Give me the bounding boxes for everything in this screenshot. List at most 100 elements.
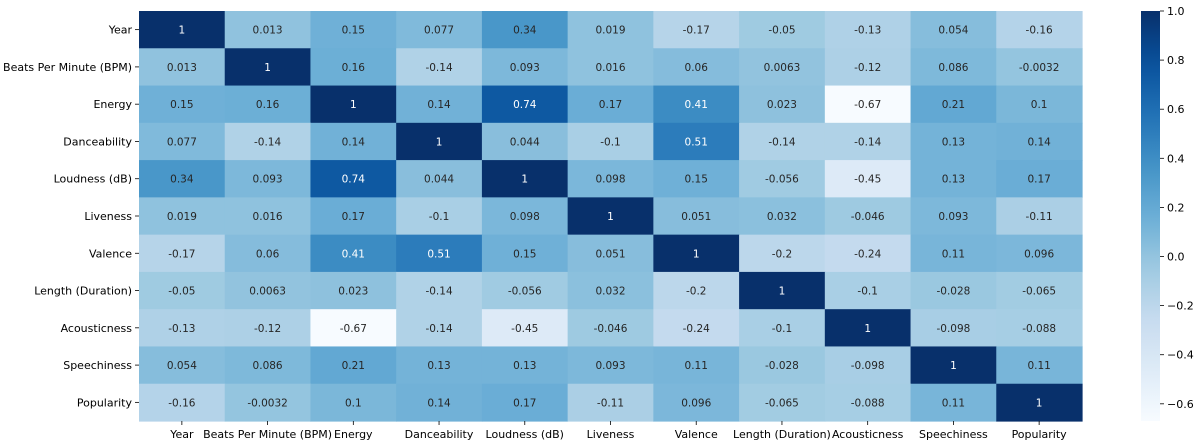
heatmap-cell: [310, 122, 397, 161]
cell-value-label: 0.093: [595, 360, 625, 372]
heatmap-cell: [310, 234, 397, 273]
cell-value-label: 0.13: [942, 136, 965, 148]
heatmap-cell: [310, 197, 397, 236]
heatmap-cell: [824, 197, 912, 236]
heatmap-cell: [224, 346, 312, 385]
heatmap-cell: [396, 271, 483, 310]
heatmap-cell: [396, 11, 483, 49]
heatmap-cell: [139, 309, 226, 348]
heatmap-cell: [567, 234, 654, 273]
heatmap-cell: [224, 197, 312, 236]
cell-value-label: 0.14: [427, 99, 451, 111]
cell-value-label: -0.67: [340, 323, 367, 335]
heatmap-cell: [567, 309, 654, 348]
heatmap-cell: [139, 346, 226, 385]
cell-value-label: 0.013: [253, 25, 283, 37]
heatmap-cell: [739, 383, 826, 422]
cell-value-label: 0.15: [170, 99, 193, 111]
cell-value-label: 0.16: [342, 62, 366, 74]
heatmap-cell: [396, 383, 483, 422]
x-tick-label: Year: [169, 428, 194, 441]
cell-value-label: -0.028: [765, 360, 799, 372]
cell-value-label: 0.054: [167, 360, 197, 372]
cell-value-label: -0.16: [1026, 25, 1053, 37]
x-tick-label: Valence: [675, 428, 718, 441]
cell-value-label: 0.17: [513, 397, 536, 409]
cell-value-label: 0.086: [938, 62, 968, 74]
heatmap-cell: [396, 122, 483, 161]
heatmap-cell: [653, 48, 740, 87]
cell-value-label: 0.15: [513, 248, 536, 260]
cell-value-label: 0.17: [599, 99, 622, 111]
heatmap-cell: [396, 48, 483, 87]
heatmap-cell: [310, 271, 397, 310]
x-tick-label: Liveness: [587, 428, 635, 441]
cell-value-label: -0.16: [168, 397, 195, 409]
heatmap-cell: [910, 48, 997, 87]
cell-value-label: -0.046: [851, 211, 885, 223]
cell-value-label: -0.14: [425, 286, 452, 298]
heatmap-cell: [139, 48, 226, 87]
cell-value-label: 0.21: [342, 360, 365, 372]
heatmap-cell: [739, 271, 826, 310]
cell-value-label: 0.74: [342, 174, 366, 186]
heatmap-cell: [739, 346, 826, 385]
heatmap-cell: [739, 85, 826, 124]
heatmap-cell: [310, 48, 397, 87]
heatmap-cell: [396, 234, 483, 273]
cell-value-label: -0.24: [683, 323, 710, 335]
heatmap-cell: [224, 271, 312, 310]
y-tick-label: Acousticness: [61, 322, 133, 335]
cell-value-label: -0.14: [425, 62, 452, 74]
cell-value-label: -0.11: [597, 397, 624, 409]
cell-value-label: -0.14: [768, 136, 795, 148]
x-tick-label: Speechiness: [919, 428, 988, 441]
heatmap-cell: [139, 11, 226, 49]
cell-value-label: 0.74: [513, 99, 537, 111]
heatmap-cell: [739, 197, 826, 236]
heatmap-cell: [224, 48, 312, 87]
cell-value-label: 0.1: [1031, 99, 1048, 111]
cell-value-label: -0.2: [686, 286, 707, 298]
cell-value-label: -0.0032: [1019, 62, 1060, 74]
cell-value-label: 0.0063: [764, 62, 801, 74]
colorbar-tick-label: −0.6: [1167, 398, 1194, 411]
heatmap-cell: [481, 346, 569, 385]
heatmap-cell: [567, 160, 654, 198]
cell-value-label: -0.05: [168, 286, 195, 298]
cell-value-label: 0.34: [513, 25, 537, 37]
cell-value-label: 0.023: [767, 99, 797, 111]
heatmap-cell: [739, 122, 826, 161]
heatmap-cell: [824, 48, 912, 87]
colorbar-tick-label: 0.2: [1167, 201, 1185, 214]
heatmap-cell: [910, 122, 997, 161]
heatmap-cell: [567, 346, 654, 385]
y-tick-label: Loudness (dB): [54, 173, 132, 186]
cell-value-label: -0.24: [854, 248, 881, 260]
heatmap-cell: [396, 309, 483, 348]
heatmap-cell: [567, 197, 654, 236]
heatmap-cell: [824, 234, 912, 273]
cell-value-label: -0.1: [772, 323, 793, 335]
heatmap-cells: 1 0.013 0.15 0.077 0.34 0.019 -0.17 -0.05 -0.13 0…: [139, 11, 1083, 422]
heatmap-cell: [910, 271, 997, 310]
cell-value-label: 0.14: [1027, 136, 1051, 148]
y-tick-label: Year: [108, 24, 133, 37]
cell-value-label: -0.028: [936, 286, 970, 298]
cell-value-label: 0.054: [938, 25, 968, 37]
cell-value-label: -0.098: [851, 360, 885, 372]
heatmap-cell: [224, 122, 312, 161]
y-axis-labels: Year Beats Per Minute (BPM) Energy Danceabi…: [3, 24, 139, 409]
heatmap-cell: [224, 234, 312, 273]
heatmap-cell: [396, 197, 483, 236]
heatmap-cell: [910, 234, 997, 273]
heatmap-cell: [910, 309, 997, 348]
cell-value-label: 0.21: [942, 99, 965, 111]
cell-value-label: 1: [950, 360, 957, 372]
heatmap-cell: [910, 11, 997, 49]
x-tick-label: Energy: [334, 428, 373, 441]
x-tick-label: Loudness (dB): [486, 428, 564, 441]
heatmap-cell: [653, 122, 740, 161]
cell-value-label: 1: [179, 25, 186, 37]
